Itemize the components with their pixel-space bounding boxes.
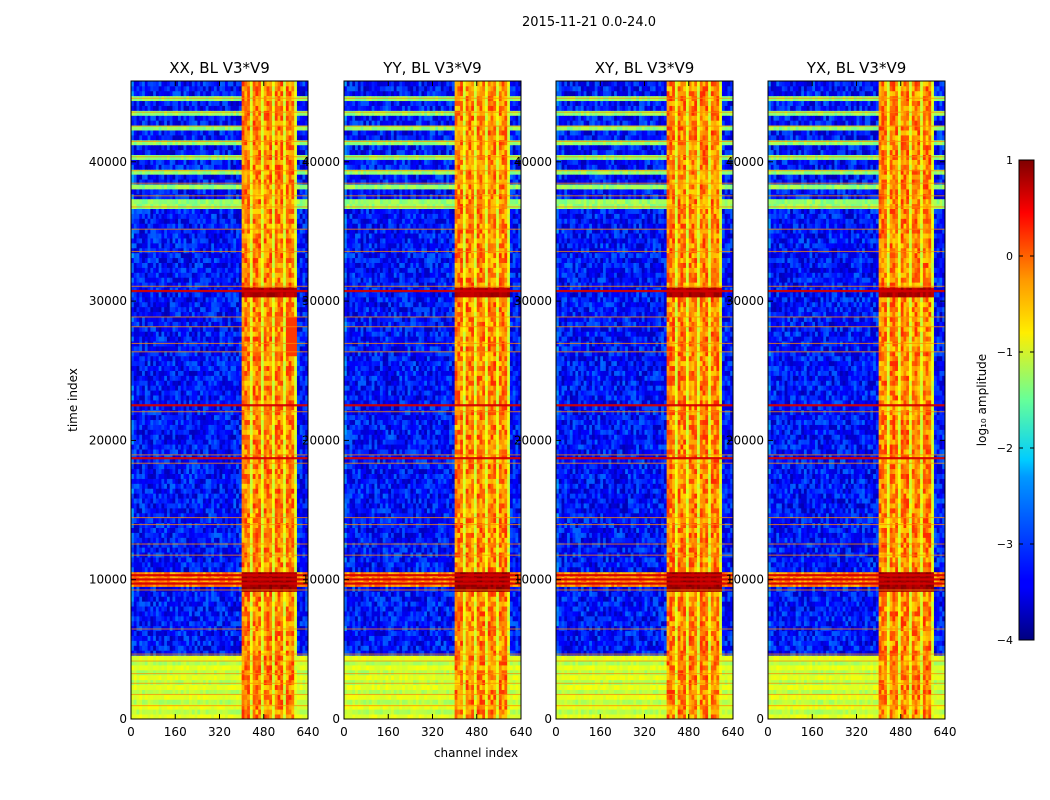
x-tick-label: 0	[127, 725, 135, 739]
y-tick-label: 30000	[514, 294, 552, 308]
heatmap-image	[344, 81, 521, 719]
x-tick-label: 0	[340, 725, 348, 739]
y-tick-label: 20000	[89, 433, 127, 447]
colorbar-tick-label: 0	[1006, 250, 1013, 263]
x-tick-label: 160	[801, 725, 824, 739]
y-tick-label: 40000	[89, 155, 127, 169]
y-tick-label: 0	[544, 712, 552, 726]
y-tick-label: 0	[119, 712, 127, 726]
x-tick-label: 160	[377, 725, 400, 739]
colorbar-gradient	[1018, 159, 1035, 641]
x-tick-label: 480	[677, 725, 700, 739]
y-tick-label: 30000	[302, 294, 340, 308]
panel-title: YX, BL V3*V9	[806, 59, 907, 77]
figure-suptitle: 2015-11-21 0.0-24.0	[522, 15, 656, 30]
x-tick-label: 640	[934, 725, 957, 739]
colorbar: 1 0 −1 −2 −3 −4	[997, 154, 1035, 647]
x-tick-label: 480	[465, 725, 488, 739]
x-axis-label: channel index	[434, 746, 518, 760]
panel-2: YY, BL V3*V9 0 160 320 480 640 0 10000 20000 3000…	[302, 59, 533, 739]
x-tick-label: 640	[510, 725, 533, 739]
x-tick-label: 320	[633, 725, 656, 739]
x-tick-label: 480	[252, 725, 275, 739]
panel-4: YX, BL V3*V9 0 160 320 480 640 0 10000 20000 3000…	[726, 59, 957, 739]
y-tick-label: 40000	[726, 155, 764, 169]
panel-title: XX, BL V3*V9	[169, 59, 270, 77]
heatmap-panels: XX, BL V3*V9 0 160 320 480 640 0 10000 20000 3000…	[89, 59, 957, 739]
x-tick-label: 640	[297, 725, 320, 739]
heatmap-image	[556, 81, 733, 719]
x-tick-label: 640	[722, 725, 745, 739]
y-tick-label: 10000	[89, 573, 127, 587]
y-tick-label: 20000	[302, 433, 340, 447]
x-tick-label: 320	[845, 725, 868, 739]
colorbar-label: log₁₀ amplitude	[975, 354, 989, 446]
x-tick-label: 160	[164, 725, 187, 739]
y-tick-label: 30000	[89, 294, 127, 308]
y-tick-label: 20000	[514, 433, 552, 447]
y-tick-label: 40000	[514, 155, 552, 169]
y-tick-label: 0	[756, 712, 764, 726]
y-tick-label: 10000	[514, 573, 552, 587]
colorbar-tick-label: −3	[997, 538, 1013, 551]
x-tick-label: 160	[589, 725, 612, 739]
y-tick-label: 10000	[302, 573, 340, 587]
y-tick-label: 30000	[726, 294, 764, 308]
x-tick-label: 0	[552, 725, 560, 739]
x-tick-label: 480	[889, 725, 912, 739]
panel-title: YY, BL V3*V9	[382, 59, 481, 77]
y-tick-label: 0	[332, 712, 340, 726]
x-tick-label: 320	[208, 725, 231, 739]
colorbar-tick-label: −4	[997, 634, 1013, 647]
y-axis-label: time index	[66, 368, 80, 432]
y-tick-label: 20000	[726, 433, 764, 447]
y-tick-label: 10000	[726, 573, 764, 587]
x-tick-label: 0	[764, 725, 772, 739]
panel-title: XY, BL V3*V9	[595, 59, 695, 77]
colorbar-tick-label: −2	[997, 442, 1013, 455]
colorbar-tick-label: −1	[997, 346, 1013, 359]
heatmap-image	[131, 81, 308, 719]
panel-3: XY, BL V3*V9 0 160 320 480 640 0 10000 20000 3000…	[514, 59, 745, 739]
heatmap-image	[768, 81, 945, 719]
colorbar-tick-label: 1	[1006, 154, 1013, 167]
panel-1: XX, BL V3*V9 0 160 320 480 640 0 10000 20000 3000…	[89, 59, 320, 739]
x-tick-label: 320	[421, 725, 444, 739]
y-tick-label: 40000	[302, 155, 340, 169]
